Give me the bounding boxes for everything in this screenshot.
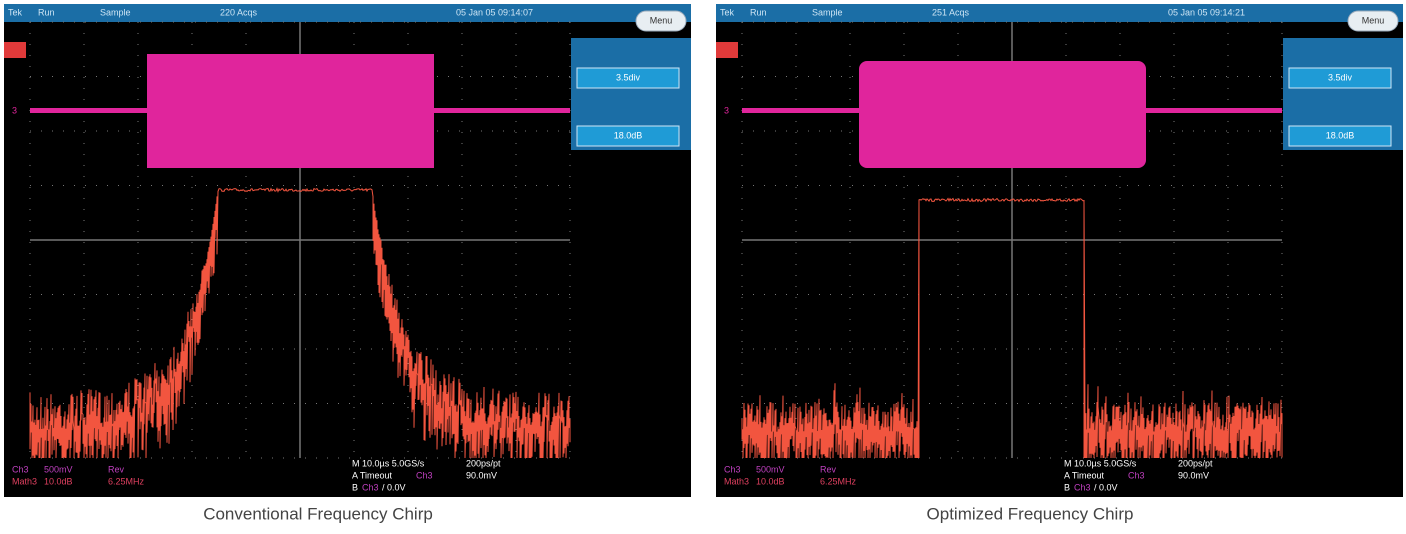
- readout-trigger-src: Ch3: [416, 470, 433, 480]
- readout-b-trigger: B: [352, 482, 358, 492]
- status-mode: Run: [750, 7, 767, 17]
- chirp-envelope: [859, 61, 1146, 168]
- side-button-label: 3.5div: [616, 72, 641, 82]
- spectrum-trace: [29, 187, 571, 459]
- readout-math-scale: 10.0dB: [44, 476, 73, 486]
- side-button[interactable]: [1288, 67, 1392, 89]
- readout-trigger-src: Ch3: [1128, 470, 1145, 480]
- scope-panel: Tek Run Sample 251 Acqs 05 Jan 05 09:14:21 Me…: [716, 4, 1403, 497]
- readout-math-freq: 6.25MHz: [108, 476, 145, 486]
- menu-button[interactable]: [635, 10, 687, 32]
- readout-ch: Ch3: [724, 464, 741, 474]
- readout-timebase: M 10.0µs 5.0GS/s: [1064, 458, 1137, 468]
- readout-ch-mode: Rev: [108, 464, 125, 474]
- readout-b-trigger: B: [1064, 482, 1070, 492]
- side-button-label: 18.0dB: [614, 130, 643, 140]
- status-bar: [716, 4, 1403, 22]
- status-brand: Tek: [720, 7, 735, 17]
- readout-trigger: A Timeout: [352, 470, 393, 480]
- channel-marker: 3: [12, 105, 17, 115]
- readout-ch-scale: 500mV: [44, 464, 73, 474]
- readout-b-src: Ch3: [1074, 482, 1091, 492]
- status-acq_mode: Sample: [100, 7, 131, 17]
- menu-label: Menu: [1362, 15, 1385, 25]
- readout-math-scale: 10.0dB: [756, 476, 785, 486]
- side-button-label: 18.0dB: [1326, 130, 1355, 140]
- readout-ch: Ch3: [12, 464, 29, 474]
- readout-trigger-level: 90.0mV: [466, 470, 497, 480]
- spectrum-trace: [741, 197, 1283, 459]
- readout-timebase: M 10.0µs 5.0GS/s: [352, 458, 425, 468]
- status-acq_mode: Sample: [812, 7, 843, 17]
- status-acqs: 251 Acqs: [932, 7, 970, 17]
- status-timestamp: 05 Jan 05 09:14:21: [1168, 7, 1245, 17]
- side-button-label: 3.5div: [1328, 72, 1353, 82]
- readout-ch-scale: 500mV: [756, 464, 785, 474]
- ch-marker-tag: [716, 42, 738, 58]
- readout-ch-mode: Rev: [820, 464, 837, 474]
- readout-b-level: / 0.0V: [382, 482, 406, 492]
- caption: Optimized Frequency Chirp: [927, 504, 1134, 523]
- status-brand: Tek: [8, 7, 23, 17]
- caption: Conventional Frequency Chirp: [203, 504, 433, 523]
- status-mode: Run: [38, 7, 55, 17]
- side-button[interactable]: [1288, 125, 1392, 147]
- status-acqs: 220 Acqs: [220, 7, 258, 17]
- readout-math: Math3: [12, 476, 37, 486]
- readout-b-src: Ch3: [362, 482, 379, 492]
- ch-marker-tag: [4, 42, 26, 58]
- chirp-envelope: [147, 54, 434, 168]
- side-button[interactable]: [576, 125, 680, 147]
- menu-label: Menu: [650, 15, 673, 25]
- status-timestamp: 05 Jan 05 09:14:07: [456, 7, 533, 17]
- readout-trigger-level: 90.0mV: [1178, 470, 1209, 480]
- readout-math-freq: 6.25MHz: [820, 476, 857, 486]
- menu-button[interactable]: [1347, 10, 1399, 32]
- readout-trigger: A Timeout: [1064, 470, 1105, 480]
- status-bar: [4, 4, 691, 22]
- channel-marker: 3: [724, 105, 729, 115]
- readout-b-level: / 0.0V: [1094, 482, 1118, 492]
- readout-resolution: 200ps/pt: [1178, 458, 1213, 468]
- readout-math: Math3: [724, 476, 749, 486]
- side-button[interactable]: [576, 67, 680, 89]
- scope-panel: Tek Run Sample 220 Acqs 05 Jan 05 09:14:07 Me…: [4, 4, 691, 497]
- readout-resolution: 200ps/pt: [466, 458, 501, 468]
